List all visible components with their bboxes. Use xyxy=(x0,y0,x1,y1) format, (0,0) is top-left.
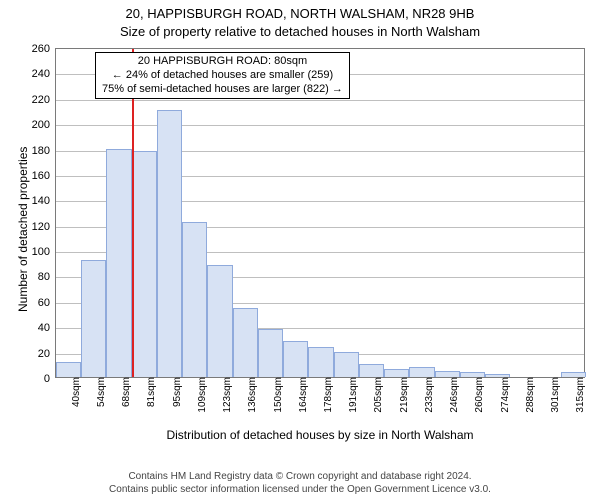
ytick-label: 180 xyxy=(32,145,56,157)
xtick-label: 109sqm xyxy=(193,377,208,413)
xtick-label: 260sqm xyxy=(470,377,485,413)
xtick-label: 136sqm xyxy=(243,377,258,413)
callout-line-2: ← 24% of detached houses are smaller (25… xyxy=(102,69,343,83)
xtick-label: 54sqm xyxy=(92,377,107,407)
callout-line-1: 20 HAPPISBURGH ROAD: 80sqm xyxy=(102,55,343,69)
histogram-bar xyxy=(106,149,131,377)
histogram-bar xyxy=(283,341,308,377)
callout-box: 20 HAPPISBURGH ROAD: 80sqm ← 24% of deta… xyxy=(95,52,350,99)
gridline xyxy=(56,125,584,126)
xtick-label: 164sqm xyxy=(294,377,309,413)
xtick-label: 205sqm xyxy=(369,377,384,413)
histogram-bar xyxy=(334,352,359,377)
histogram-bar xyxy=(207,265,232,377)
y-axis-title: Number of detached properties xyxy=(16,147,30,312)
callout-line-3: 75% of semi-detached houses are larger (… xyxy=(102,83,343,97)
ytick-label: 20 xyxy=(38,348,56,360)
xtick-label: 68sqm xyxy=(117,377,132,407)
histogram-bar xyxy=(81,260,106,377)
histogram-bar xyxy=(409,367,434,377)
x-axis-title: Distribution of detached houses by size … xyxy=(55,428,585,442)
xtick-label: 191sqm xyxy=(344,377,359,413)
ytick-label: 200 xyxy=(32,119,56,131)
histogram-bar xyxy=(56,362,81,377)
histogram-bar xyxy=(384,369,409,377)
ytick-label: 240 xyxy=(32,68,56,80)
xtick-label: 150sqm xyxy=(269,377,284,413)
xtick-label: 123sqm xyxy=(218,377,233,413)
histogram-bar xyxy=(132,151,157,377)
xtick-label: 178sqm xyxy=(319,377,334,413)
chart-container: 20, HAPPISBURGH ROAD, NORTH WALSHAM, NR2… xyxy=(0,0,600,500)
histogram-bar xyxy=(182,222,207,377)
xtick-label: 315sqm xyxy=(571,377,586,413)
ytick-label: 140 xyxy=(32,195,56,207)
xtick-label: 274sqm xyxy=(496,377,511,413)
histogram-bar xyxy=(258,329,283,377)
footer: Contains HM Land Registry data © Crown c… xyxy=(0,471,600,496)
ytick-label: 100 xyxy=(32,246,56,258)
xtick-label: 233sqm xyxy=(420,377,435,413)
xtick-label: 301sqm xyxy=(546,377,561,413)
xtick-label: 219sqm xyxy=(395,377,410,413)
ytick-label: 260 xyxy=(32,43,56,55)
xtick-label: 246sqm xyxy=(445,377,460,413)
xtick-label: 95sqm xyxy=(168,377,183,407)
histogram-bar xyxy=(233,308,258,377)
ytick-label: 60 xyxy=(38,297,56,309)
histogram-bar xyxy=(308,347,333,377)
ytick-label: 40 xyxy=(38,322,56,334)
footer-line-2: Contains public sector information licen… xyxy=(0,484,600,497)
histogram-bar xyxy=(359,364,384,377)
ytick-label: 220 xyxy=(32,94,56,106)
xtick-label: 288sqm xyxy=(521,377,536,413)
chart-subtitle: Size of property relative to detached ho… xyxy=(0,22,600,40)
ytick-label: 0 xyxy=(44,373,56,385)
chart-title: 20, HAPPISBURGH ROAD, NORTH WALSHAM, NR2… xyxy=(0,0,600,22)
xtick-label: 81sqm xyxy=(142,377,157,407)
gridline xyxy=(56,100,584,101)
xtick-label: 40sqm xyxy=(67,377,82,407)
ytick-label: 120 xyxy=(32,221,56,233)
histogram-bar xyxy=(157,110,182,377)
ytick-label: 160 xyxy=(32,170,56,182)
ytick-label: 80 xyxy=(38,271,56,283)
footer-line-1: Contains HM Land Registry data © Crown c… xyxy=(0,471,600,484)
